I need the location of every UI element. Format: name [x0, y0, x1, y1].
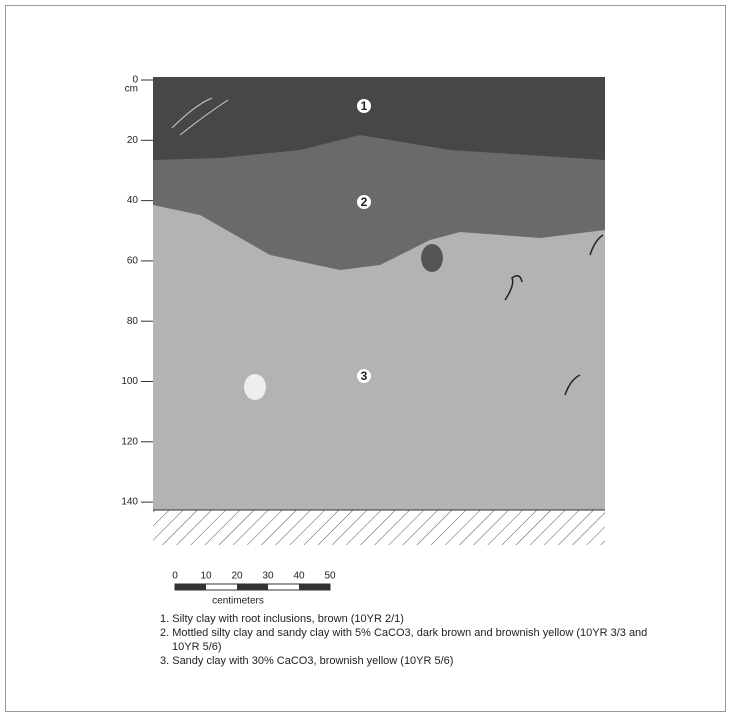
- layer-number: 2: [361, 195, 368, 209]
- depth-label: 20: [127, 135, 139, 146]
- legend-item: 2. Mottled silty clay and sandy clay wit…: [160, 627, 648, 653]
- depth-label: 140: [121, 497, 138, 508]
- concretion: [244, 374, 266, 400]
- scale-segment: [175, 584, 206, 590]
- depth-label: 60: [127, 256, 139, 267]
- scale-label: 20: [231, 571, 243, 582]
- scale-label: 30: [262, 571, 274, 582]
- scale-unit: centimeters: [212, 596, 264, 607]
- layer-number: 3: [361, 369, 368, 383]
- layer-marker: [357, 99, 371, 113]
- layer-marker: [357, 369, 371, 383]
- depth-label: 40: [127, 195, 139, 206]
- legend-item: 1. Silty clay with root inclusions, brow…: [160, 613, 404, 625]
- legend-item: 3. Sandy clay with 30% CaCO3, brownish y…: [160, 655, 454, 667]
- roots: [171, 97, 229, 136]
- depth-label: 120: [121, 436, 138, 447]
- layer-1: [153, 77, 605, 160]
- mottle: [421, 244, 443, 272]
- frame: [5, 5, 726, 712]
- legend: 1. Silty clay with root inclusions, brow…: [160, 612, 660, 668]
- depth-label: 0: [132, 75, 138, 86]
- scale-label: 10: [200, 571, 212, 582]
- layer-marker: [357, 195, 371, 209]
- depth-unit: cm: [125, 84, 138, 95]
- bedrock: [153, 510, 605, 545]
- depth-label: 100: [121, 376, 138, 387]
- scale-label: 0: [172, 571, 178, 582]
- scale-segment: [237, 584, 268, 590]
- burrows: [504, 234, 604, 396]
- scale-label: 50: [324, 571, 336, 582]
- layer-number: 1: [361, 99, 368, 113]
- scale-segment: [299, 584, 330, 590]
- depth-label: 80: [127, 316, 139, 327]
- scale-label: 40: [293, 571, 305, 582]
